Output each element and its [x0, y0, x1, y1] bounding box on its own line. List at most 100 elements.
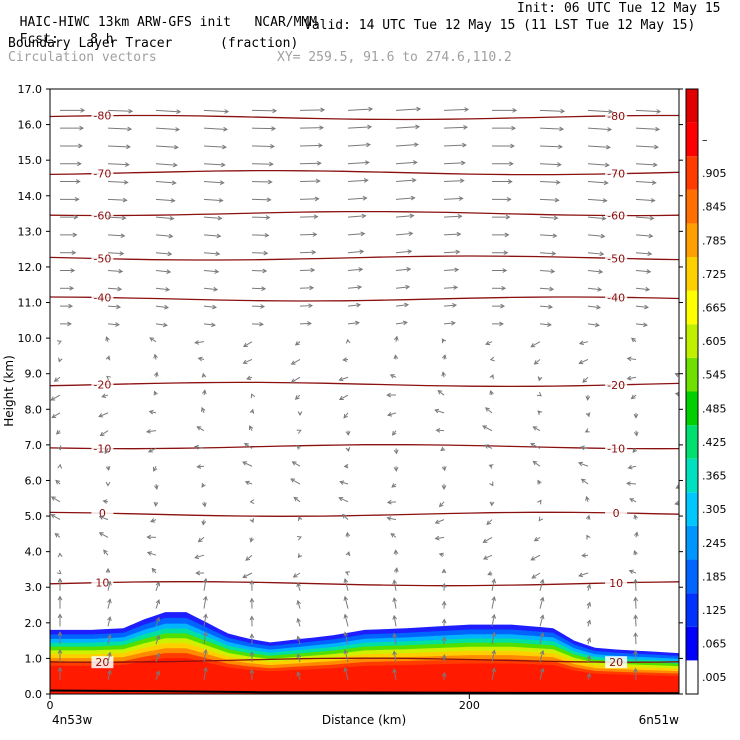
vector-arrowhead	[211, 322, 216, 328]
vector-arrowhead	[412, 160, 418, 165]
vector-arrow	[293, 572, 301, 578]
vector-arrowhead	[104, 449, 109, 455]
vector-arrowhead	[164, 304, 170, 310]
vector-arrow	[393, 651, 397, 663]
vector-arrowhead	[176, 109, 182, 114]
vector-arrowhead	[451, 320, 456, 326]
vector-arrow	[203, 127, 228, 130]
vector-arrowhead	[57, 595, 63, 601]
vector-arrow	[532, 461, 541, 467]
isotherm-label: 10	[609, 577, 623, 590]
vector-arrowhead	[54, 532, 60, 538]
vector-arrowhead	[632, 448, 638, 454]
vector-arrowhead	[488, 464, 494, 469]
vector-arrowhead	[437, 389, 443, 395]
vector-arrow	[682, 615, 684, 626]
x-axis-label: Distance (km)	[322, 713, 406, 727]
vector-arrow	[443, 251, 460, 254]
vector-arrowhead	[213, 286, 219, 292]
vector-arrowhead	[682, 449, 686, 453]
y-tick-label: 11.0	[18, 297, 43, 310]
vector-arrowhead	[249, 537, 254, 543]
vector-arrow	[251, 198, 271, 201]
vector-arrowhead	[367, 124, 373, 130]
vector-arrowhead	[441, 466, 447, 472]
vector-arrow	[299, 251, 316, 254]
vector-arrow	[299, 287, 314, 289]
vector-arrowhead	[630, 394, 636, 400]
vector-arrow	[146, 430, 157, 433]
vector-arrowhead	[701, 162, 705, 166]
vector-arrow	[443, 233, 461, 236]
vector-arrow	[627, 357, 637, 360]
y-tick-label: 17.0	[18, 83, 43, 96]
vector-arrow	[395, 161, 417, 165]
vector-arrow	[393, 633, 397, 645]
vector-arrowhead	[169, 215, 175, 221]
vector-arrow	[50, 394, 61, 401]
vector-arrow	[100, 430, 109, 436]
vector-arrow	[297, 618, 301, 627]
vector-arrowhead	[586, 583, 592, 589]
vector-arrowhead	[105, 465, 111, 471]
isotherm-label: -40	[607, 291, 625, 304]
colorbar: .005 .065 .125 .185 .245 .305 .365 .425 .485 .545…	[685, 88, 727, 695]
vector-arrow	[297, 654, 301, 663]
vector-arrowhead	[219, 180, 225, 185]
vector-arrow	[635, 109, 661, 113]
vector-arrow	[195, 341, 205, 344]
vector-arrow	[395, 321, 407, 325]
init-time: Init: 06 UTC Tue 12 May 15	[517, 1, 721, 16]
vector-arrow	[107, 163, 129, 166]
vector-arrow	[107, 617, 111, 627]
vector-arrowhead	[604, 162, 610, 168]
terrain-line	[50, 689, 679, 694]
vector-arrowhead	[194, 554, 200, 560]
vector-arrowhead	[434, 408, 440, 414]
vector-arrowhead	[296, 599, 301, 605]
vector-arrow	[339, 394, 349, 400]
vector-arrow	[155, 145, 178, 148]
vector-arrow	[344, 667, 349, 680]
vector-arrow	[539, 668, 544, 680]
vector-arrowhead	[127, 126, 133, 132]
vector-arrowhead	[678, 414, 679, 415]
vector-arrowhead	[343, 413, 348, 419]
vector-arrow	[635, 163, 657, 166]
isotherm-label-bg	[605, 252, 628, 265]
vector-arrow	[683, 535, 684, 538]
vector-arrow	[587, 216, 606, 220]
vector-arrow	[635, 198, 655, 202]
vector-arrowhead	[107, 616, 112, 622]
vector-arrowhead	[217, 215, 223, 221]
vector-arrow	[297, 582, 301, 591]
vector-arrowhead	[633, 413, 639, 419]
vector-arrowhead	[441, 582, 447, 588]
vector-arrowhead	[243, 342, 248, 348]
vector-arrowhead	[537, 499, 542, 505]
vector-arrow	[587, 270, 603, 273]
vector-arrowhead	[486, 520, 492, 526]
vector-arrowhead	[291, 461, 297, 466]
y-tick-label: 14.0	[18, 190, 43, 203]
vector-arrow	[587, 127, 612, 131]
vector-arrowhead	[99, 431, 105, 437]
vector-arrowhead	[453, 285, 459, 290]
isotherm-label-bg	[91, 291, 114, 304]
vector-arrow	[491, 579, 495, 591]
vector-arrow	[581, 478, 589, 485]
colorbar-swatch	[686, 156, 698, 190]
vector-arrowhead	[249, 518, 254, 524]
vector-arrowhead	[242, 359, 248, 364]
vector-arrow	[107, 287, 122, 290]
colorbar-label: .485	[702, 402, 727, 415]
vector-arrow	[539, 633, 544, 645]
vector-arrowhead	[601, 215, 607, 221]
vector-arrowhead	[393, 354, 399, 360]
vector-arrowhead	[700, 180, 704, 184]
vector-arrowhead	[648, 233, 654, 239]
vector-arrowhead	[408, 231, 414, 237]
vector-arrow	[195, 554, 205, 559]
vector-arrowhead	[392, 668, 397, 674]
vector-arrow	[297, 671, 301, 680]
